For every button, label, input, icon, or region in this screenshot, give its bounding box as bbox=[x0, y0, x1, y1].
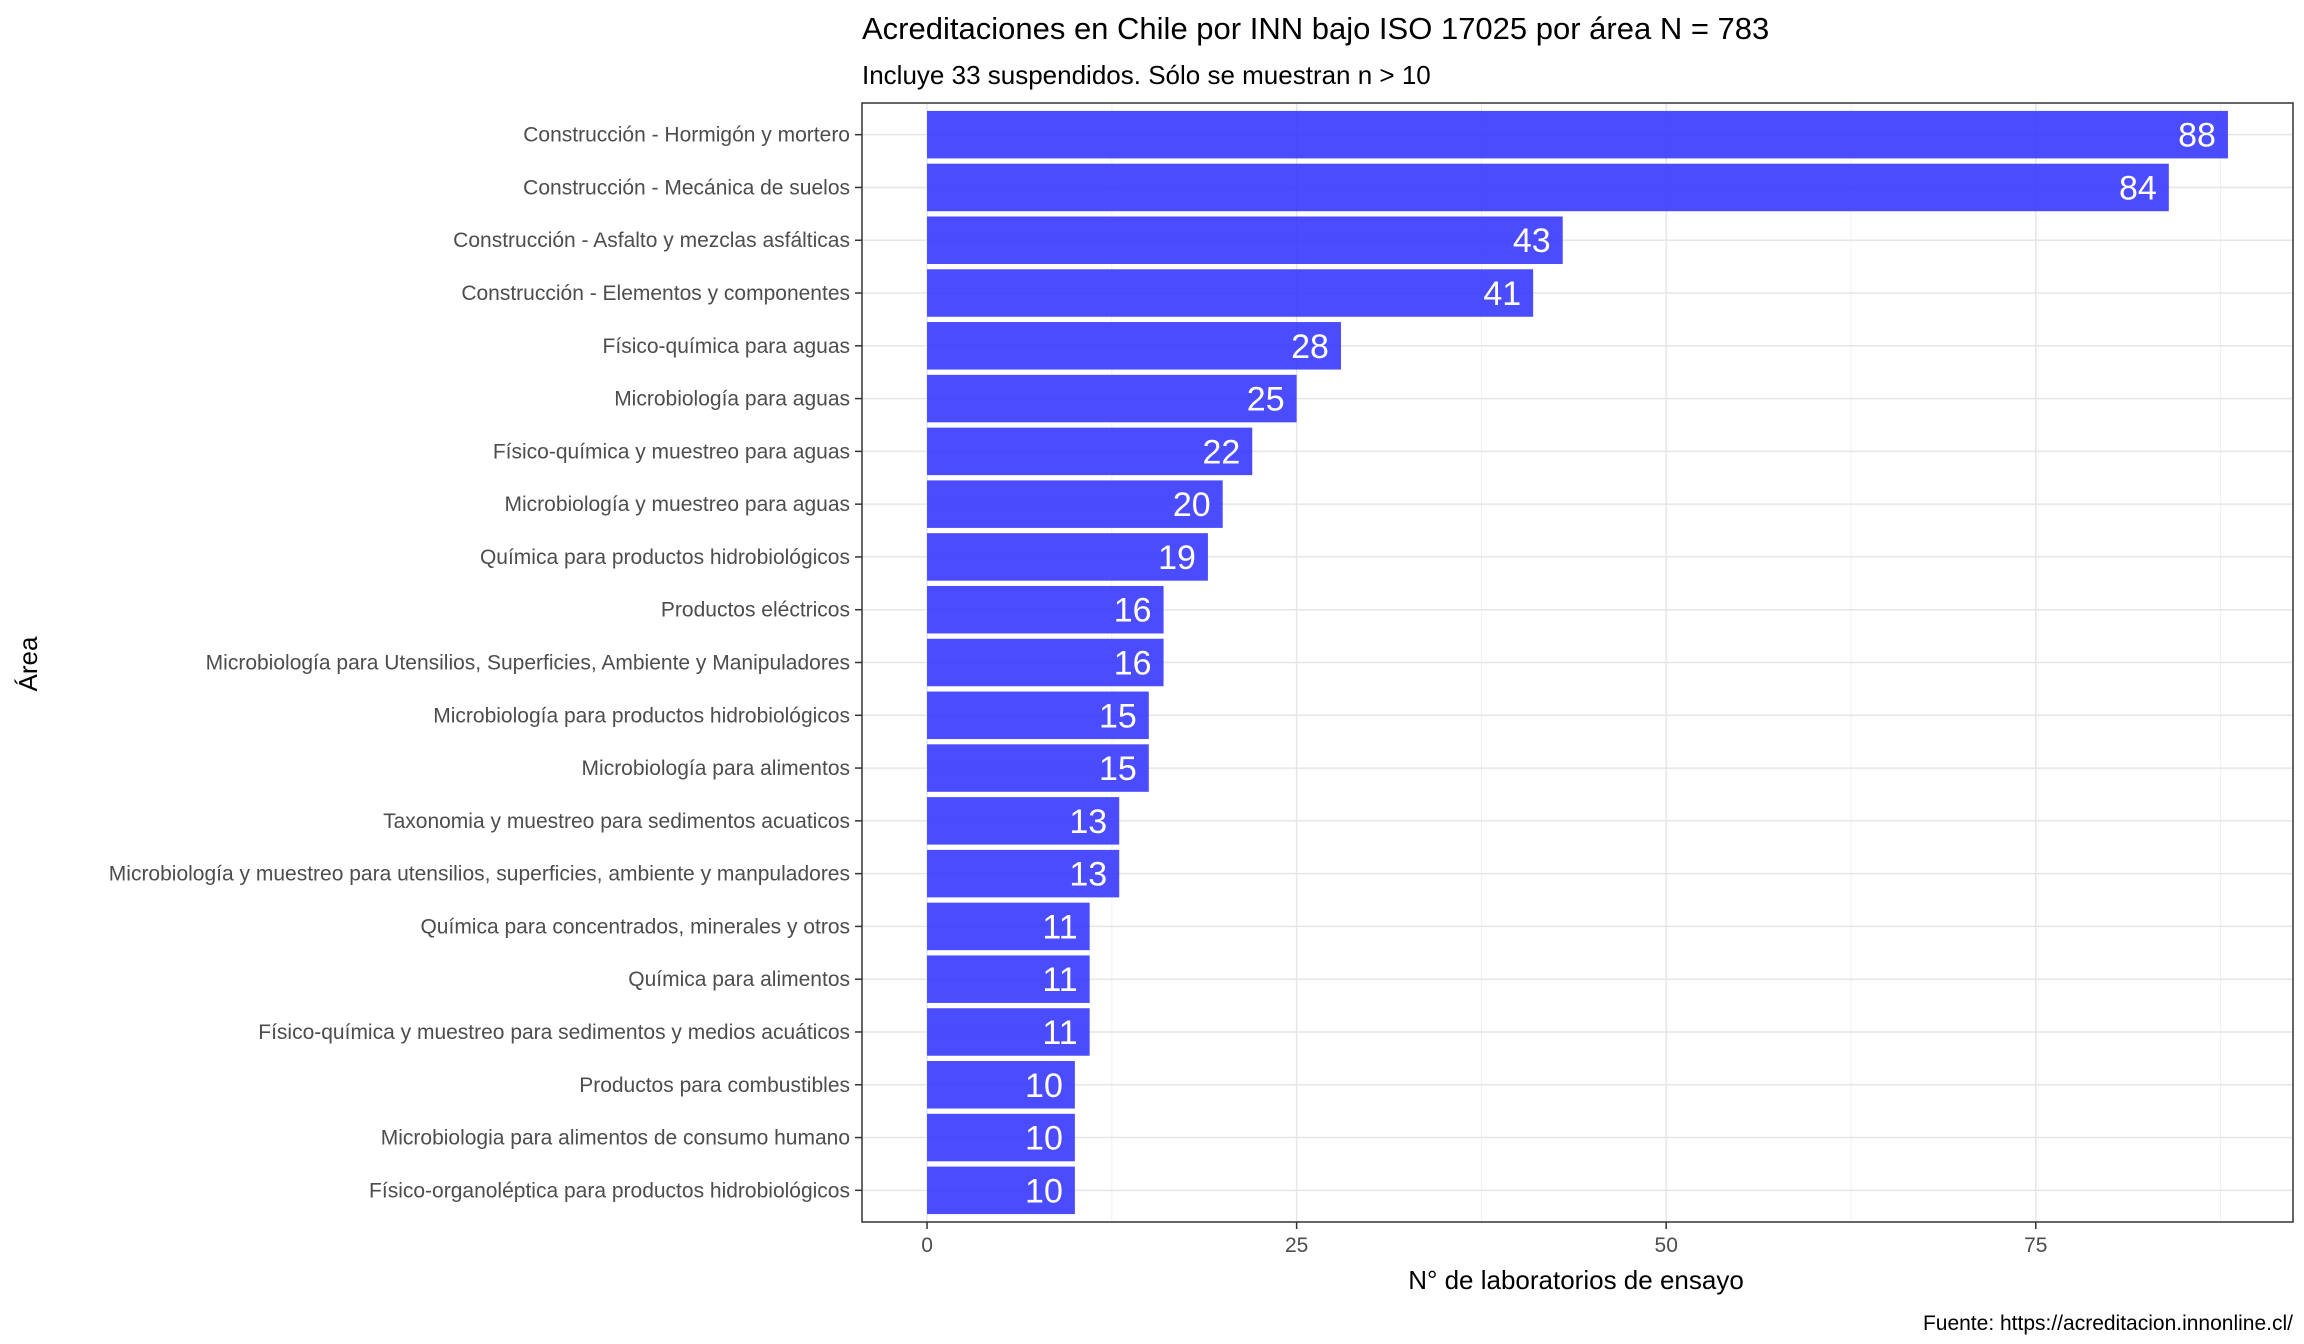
bar bbox=[927, 480, 1223, 528]
bar-value-label: 25 bbox=[1247, 381, 1285, 419]
bar bbox=[927, 110, 2228, 159]
bar bbox=[927, 216, 1563, 264]
y-tick-label: Físico-organoléptica para productos hidr… bbox=[369, 1179, 850, 1202]
y-tick-label: Microbiología y muestreo para utensilios… bbox=[109, 863, 850, 886]
bar bbox=[927, 427, 1253, 476]
bar bbox=[927, 322, 1341, 370]
y-axis-title: Área bbox=[13, 636, 43, 691]
bar-value-label: 13 bbox=[1069, 856, 1107, 894]
bar-value-label: 11 bbox=[1042, 961, 1077, 999]
x-tick-label: 50 bbox=[1655, 1234, 1678, 1257]
y-tick-label: Química para alimentos bbox=[628, 968, 850, 991]
bar-value-label: 10 bbox=[1025, 1172, 1063, 1210]
bar-value-label: 16 bbox=[1114, 592, 1152, 630]
bar bbox=[927, 1008, 1090, 1056]
bar-value-label: 11 bbox=[1042, 1014, 1077, 1052]
bar bbox=[927, 1113, 1075, 1162]
bar bbox=[927, 691, 1149, 740]
bar bbox=[927, 585, 1164, 634]
bar-value-label: 19 bbox=[1158, 539, 1196, 577]
chart-caption: Fuente: https://acreditacion.innonline.c… bbox=[1923, 1312, 2293, 1335]
bar-value-label: 84 bbox=[2119, 169, 2157, 207]
bar bbox=[927, 1166, 1075, 1215]
y-tick-label: Microbiología para Utensilios, Superfici… bbox=[206, 652, 850, 675]
y-tick-label: Físico-química para aguas bbox=[603, 335, 850, 358]
bar-value-label: 11 bbox=[1042, 908, 1077, 946]
y-tick-label: Microbiología para productos hidrobiológ… bbox=[433, 704, 850, 727]
bar-value-label: 13 bbox=[1069, 803, 1107, 841]
bar bbox=[927, 849, 1120, 898]
y-tick-label: Taxonomia y muestreo para sedimentos acu… bbox=[383, 810, 850, 833]
bar-value-label: 10 bbox=[1025, 1067, 1063, 1105]
x-tick-label: 25 bbox=[1285, 1234, 1308, 1257]
bar bbox=[927, 902, 1090, 951]
bar-value-label: 41 bbox=[1483, 275, 1521, 313]
y-tick-label: Construcción - Elementos y componentes bbox=[461, 282, 850, 305]
bar bbox=[927, 955, 1090, 1003]
y-tick-label: Productos eléctricos bbox=[661, 599, 850, 622]
bar-value-label: 88 bbox=[2178, 117, 2216, 155]
x-axis-ticks: 0 25 50 75 bbox=[921, 1222, 2047, 1257]
bar-value-label: 43 bbox=[1513, 222, 1551, 260]
bar bbox=[927, 1061, 1075, 1109]
x-tick-label: 0 bbox=[921, 1234, 933, 1257]
bars bbox=[927, 110, 2228, 1215]
y-tick-label: Construcción - Mecánica de suelos bbox=[523, 176, 850, 199]
y-tick-label: Físico-química y muestreo para aguas bbox=[493, 440, 850, 463]
y-tick-label: Productos para combustibles bbox=[579, 1074, 850, 1097]
bar-value-label: 10 bbox=[1025, 1120, 1063, 1158]
bar bbox=[927, 374, 1297, 423]
x-tick-label: 75 bbox=[2024, 1234, 2047, 1257]
bar bbox=[927, 533, 1208, 581]
y-tick-label: Microbiología para aguas bbox=[614, 388, 850, 411]
bar-value-labels: 8884434128252220191616151513131111111010… bbox=[1025, 117, 2216, 1211]
y-tick-label: Microbiología para alimentos bbox=[582, 757, 850, 780]
bar-value-label: 20 bbox=[1173, 486, 1211, 524]
bar bbox=[927, 163, 2169, 212]
chart-title: Acreditaciones en Chile por INN bajo ISO… bbox=[862, 11, 1769, 46]
y-axis-ticks: Construcción - Hormigón y mortero Constru… bbox=[109, 124, 862, 1202]
chart-subtitle: Incluye 33 suspendidos. Sólo se muestran… bbox=[862, 60, 1431, 90]
bar-value-label: 28 bbox=[1291, 328, 1329, 366]
y-tick-label: Microbiología y muestreo para aguas bbox=[504, 493, 850, 516]
bar-value-label: 16 bbox=[1114, 645, 1152, 683]
bar bbox=[927, 269, 1534, 317]
bar-value-label: 15 bbox=[1099, 697, 1137, 735]
y-tick-label: Química para concentrados, minerales y o… bbox=[420, 915, 850, 938]
x-axis-title: N° de laboratorios de ensayo bbox=[1408, 1265, 1744, 1295]
bar bbox=[927, 638, 1164, 687]
y-tick-label: Construcción - Asfalto y mezclas asfálti… bbox=[453, 229, 850, 252]
y-tick-label: Físico-química y muestreo para sedimento… bbox=[258, 1021, 850, 1044]
bar bbox=[927, 744, 1149, 792]
y-tick-label: Microbiologia para alimentos de consumo … bbox=[381, 1127, 850, 1150]
bar bbox=[927, 797, 1120, 845]
bar-value-label: 15 bbox=[1099, 750, 1137, 788]
y-tick-label: Química para productos hidrobiológicos bbox=[480, 546, 850, 569]
bar-value-label: 22 bbox=[1202, 433, 1240, 471]
y-tick-label: Construcción - Hormigón y mortero bbox=[523, 124, 850, 147]
